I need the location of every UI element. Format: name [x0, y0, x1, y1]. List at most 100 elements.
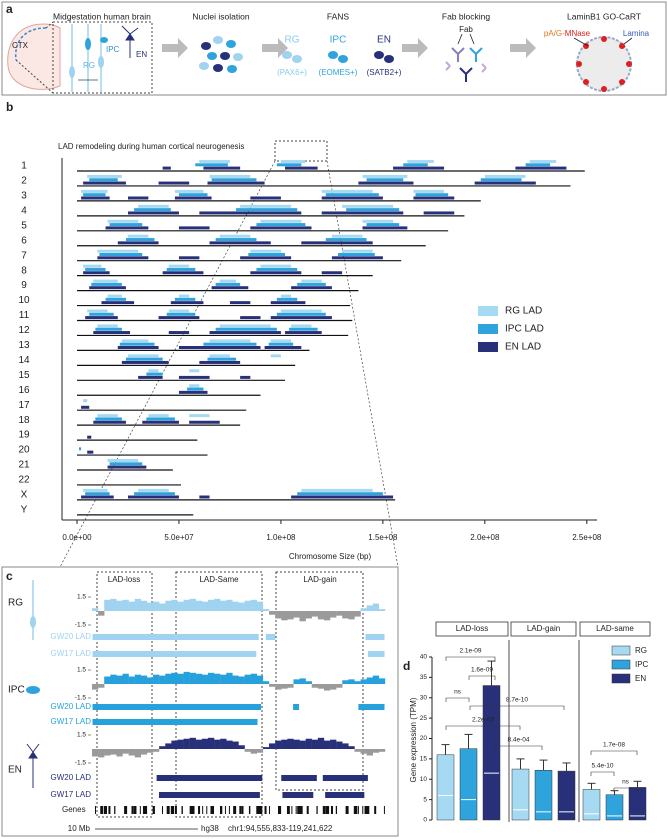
signal-bar	[348, 679, 355, 684]
track-name: EN	[8, 765, 22, 776]
process-arrow	[402, 38, 428, 58]
lad-segment	[260, 264, 292, 268]
lad-segment	[107, 219, 139, 223]
signal-bar	[214, 673, 221, 684]
lad-segment	[195, 163, 228, 167]
signal-bar	[323, 740, 331, 749]
y-tick-label: 40	[420, 654, 428, 661]
region-label: LAD-Same	[199, 575, 239, 584]
group-header	[435, 621, 509, 637]
lad-segment	[260, 219, 302, 223]
signal-bar	[92, 608, 99, 611]
lad-segment	[199, 211, 302, 215]
lad-segment	[293, 704, 300, 710]
lad-segment	[127, 211, 179, 215]
gene-glyph	[105, 806, 108, 814]
lad-segment	[229, 301, 251, 305]
lad-segment	[92, 704, 262, 710]
signal-bar	[153, 674, 160, 684]
lad-segment	[89, 312, 114, 316]
antibodies	[445, 47, 487, 82]
bar	[482, 685, 501, 821]
gene-glyph	[131, 806, 134, 814]
gene-glyph	[219, 806, 222, 814]
lad-segment	[187, 387, 204, 391]
ctx-label: CTX	[12, 41, 29, 50]
nucleus	[233, 53, 243, 61]
cell-label: RG	[83, 61, 95, 70]
lad-segment	[95, 417, 122, 421]
rg-cell	[98, 56, 104, 68]
lad-track-label: GW20 LAD	[51, 702, 92, 711]
lad-segment	[270, 301, 306, 305]
signal-bar	[177, 739, 184, 749]
significance-bracket	[445, 697, 470, 702]
nucleus	[201, 42, 211, 50]
group-header-label: LAD-loss	[456, 624, 488, 633]
signal-bar	[262, 747, 270, 749]
en-cell	[121, 25, 139, 58]
legend-label: RG	[635, 646, 647, 655]
lad-segment	[127, 234, 149, 238]
lad-segment	[280, 294, 292, 298]
lad-segment	[138, 375, 163, 379]
mnase-dots	[576, 36, 632, 92]
lad-segment	[256, 223, 306, 227]
cortex-line	[14, 27, 47, 61]
gene-glyph	[108, 806, 111, 814]
lad-segment	[423, 211, 455, 215]
signal-bar	[195, 600, 203, 611]
signal-bar	[128, 601, 135, 611]
lad-segment	[342, 249, 373, 253]
lad-segment	[158, 181, 190, 185]
lad-segment	[83, 264, 102, 268]
bar	[628, 787, 647, 821]
lad-segment	[109, 223, 143, 227]
lad-segment	[211, 286, 249, 290]
signal-bar	[104, 599, 111, 611]
nuclei-cluster	[199, 36, 243, 73]
pointer	[469, 33, 475, 45]
signal-bar	[226, 599, 233, 611]
lad-segment	[92, 634, 259, 640]
y-tick-label: 1.5	[77, 667, 86, 674]
lad-segment	[342, 204, 394, 208]
chromosome-label: 11	[19, 310, 30, 321]
gene-glyph	[239, 806, 242, 814]
signal-bar	[360, 608, 367, 611]
signal-bar	[159, 675, 166, 684]
signal-bar	[250, 599, 258, 611]
lad-segment	[515, 166, 567, 170]
nucleus	[199, 62, 209, 70]
signal-bar	[354, 611, 361, 617]
x-tick-label: 2.0e+08	[470, 533, 500, 542]
signal-bar	[140, 675, 148, 684]
lad-segment	[105, 226, 149, 230]
lad-segment	[270, 354, 281, 358]
ipc-icon	[26, 686, 40, 694]
group-header	[510, 621, 577, 637]
chromosome-label: 12	[18, 325, 30, 336]
lad-segment	[215, 327, 277, 331]
signal-bar	[128, 749, 135, 756]
lad-segment	[321, 196, 383, 200]
signal-bar	[177, 673, 184, 684]
lad-segment	[203, 166, 241, 170]
lad-segment	[215, 238, 257, 242]
nucleus	[374, 51, 384, 59]
gene-glyph	[374, 806, 377, 814]
lad-segment	[146, 372, 163, 376]
lad-segment	[93, 420, 126, 424]
lad-segment	[248, 253, 285, 256]
lad-segment	[250, 249, 281, 253]
signal-bar	[262, 681, 270, 684]
signal-bar	[281, 684, 288, 689]
legend-swatch	[478, 324, 498, 334]
lad-segment	[480, 178, 522, 182]
gene-glyph	[152, 806, 155, 814]
signal-bar	[165, 743, 172, 749]
lad-segment	[474, 181, 536, 185]
lad-segment	[321, 271, 343, 275]
lad-segment	[138, 204, 169, 208]
signal-bar	[336, 611, 343, 616]
